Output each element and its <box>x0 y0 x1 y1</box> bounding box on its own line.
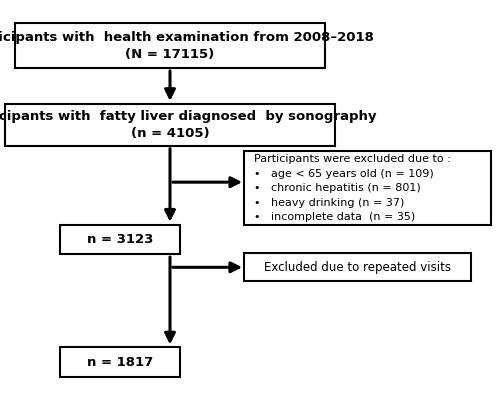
Text: n = 3123: n = 3123 <box>87 233 153 246</box>
Text: n = 1817: n = 1817 <box>87 356 153 369</box>
Text: Participants were excluded due to :
•   age < 65 years old (n = 109)
•   chronic: Participants were excluded due to : • ag… <box>254 154 450 222</box>
FancyBboxPatch shape <box>244 152 491 225</box>
FancyBboxPatch shape <box>60 348 180 377</box>
FancyBboxPatch shape <box>60 225 180 254</box>
FancyBboxPatch shape <box>15 23 325 68</box>
FancyBboxPatch shape <box>5 104 335 145</box>
Text: Participants with  fatty liver diagnosed  by sonography
(n = 4105): Participants with fatty liver diagnosed … <box>0 110 377 140</box>
Text: Excluded due to repeated visits: Excluded due to repeated visits <box>264 261 451 274</box>
FancyBboxPatch shape <box>244 253 471 281</box>
Text: Participants with  health examination from 2008–2018
(N = 17115): Participants with health examination fro… <box>0 30 374 61</box>
